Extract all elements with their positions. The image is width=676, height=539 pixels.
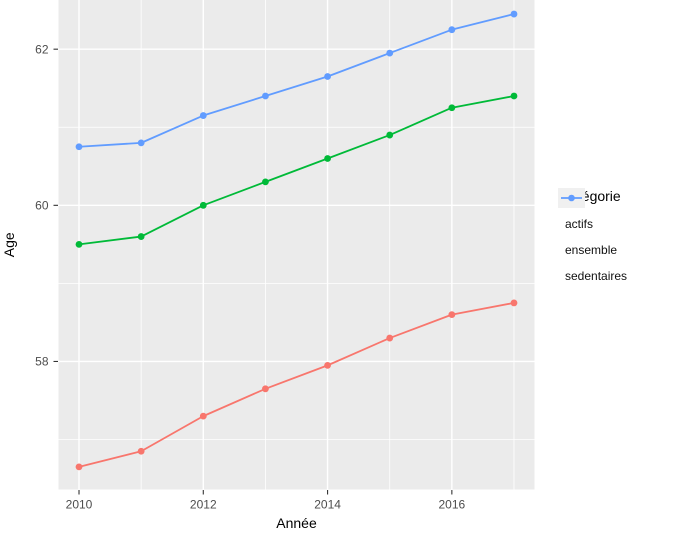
x-tick-label: 2012 bbox=[190, 498, 217, 512]
data-point-sedentaires bbox=[137, 139, 145, 147]
legend-key-sedentaires bbox=[558, 188, 585, 208]
legend: Catégorie actifs ensemble sedentaires bbox=[558, 188, 627, 292]
data-point-actifs bbox=[510, 299, 518, 307]
data-point-sedentaires bbox=[386, 49, 394, 57]
data-point-ensemble bbox=[324, 155, 331, 162]
series-line-sedentaires bbox=[78, 13, 515, 148]
data-point-actifs bbox=[324, 361, 331, 369]
axes: 2010 2012 2014 2016 58 60 62 bbox=[35, 42, 465, 511]
data-point-actifs bbox=[262, 385, 269, 393]
data-point-ensemble bbox=[262, 178, 269, 186]
legend-label-actifs: actifs bbox=[565, 217, 594, 231]
data-point-sedentaires bbox=[199, 112, 207, 119]
data-point-ensemble bbox=[137, 233, 145, 240]
data-point-sedentaires bbox=[324, 73, 331, 80]
y-tick-label: 62 bbox=[35, 42, 49, 56]
legend-label-sedentaires: sedentaires bbox=[565, 269, 628, 283]
y-tick-label: 58 bbox=[35, 355, 49, 369]
data-point-sedentaires bbox=[75, 143, 83, 151]
x-axis-title: Année bbox=[276, 515, 317, 531]
data-point-ensemble bbox=[386, 131, 394, 139]
series-line-ensemble bbox=[78, 95, 515, 246]
x-tick-label: 2016 bbox=[439, 498, 466, 512]
data-point-ensemble bbox=[448, 104, 456, 112]
data-point-actifs bbox=[75, 463, 83, 471]
legend-item-actifs: actifs bbox=[558, 188, 627, 234]
panel-background bbox=[58, 0, 535, 490]
legend-item-ensemble: ensemble bbox=[558, 188, 627, 260]
gridlines bbox=[58, 0, 535, 490]
data-point-sedentaires bbox=[510, 10, 518, 18]
data-point-ensemble bbox=[199, 201, 207, 209]
legend-item-sedentaires: sedentaires bbox=[558, 188, 628, 286]
x-tick-label: 2010 bbox=[66, 498, 93, 512]
legend-label-ensemble: ensemble bbox=[565, 243, 618, 257]
data-point-actifs bbox=[386, 334, 394, 342]
y-axis-title: Age bbox=[1, 232, 17, 257]
data-point-ensemble bbox=[510, 92, 518, 100]
x-tick-label: 2014 bbox=[314, 498, 341, 512]
data-point-sedentaires bbox=[262, 92, 269, 100]
plot-panel bbox=[58, 0, 535, 490]
data-point-sedentaires bbox=[448, 26, 456, 34]
series-line-actifs bbox=[78, 302, 515, 468]
data-point-ensemble bbox=[75, 240, 83, 248]
data-point-actifs bbox=[137, 447, 145, 455]
y-tick-label: 60 bbox=[35, 199, 49, 213]
data-point-actifs bbox=[448, 311, 456, 319]
data-point-actifs bbox=[199, 412, 207, 420]
data-series bbox=[75, 10, 518, 471]
